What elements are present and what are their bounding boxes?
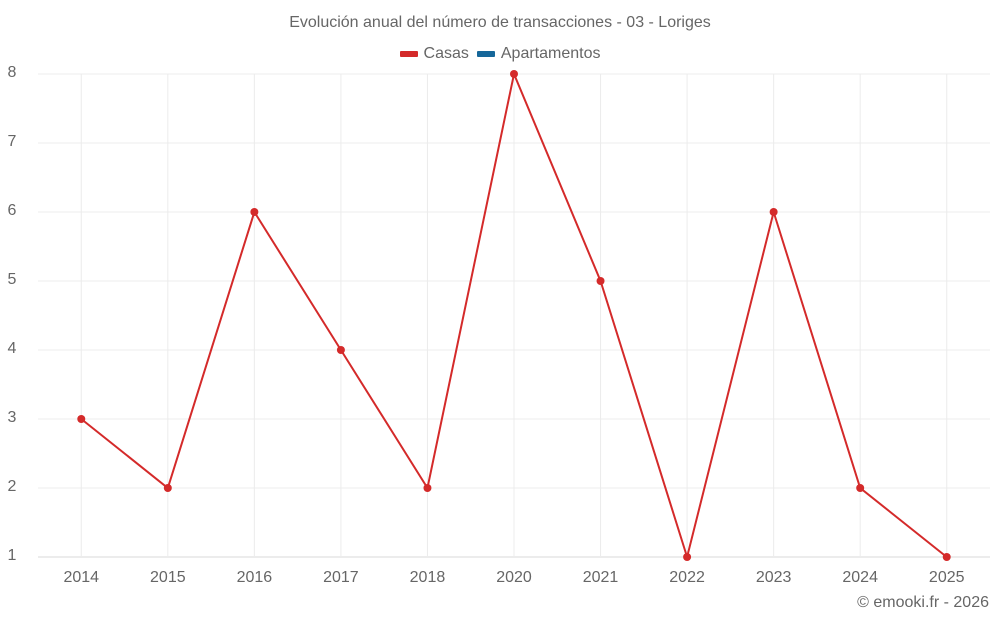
x-tick-label: 2023	[755, 569, 792, 586]
y-tick-label: 3	[7, 409, 17, 426]
y-tick-label: 2	[7, 478, 17, 495]
data-point[interactable]	[769, 208, 778, 216]
data-point[interactable]	[336, 346, 345, 354]
legend: Casas Apartamentos	[0, 45, 1000, 63]
x-tick-label: 2025	[928, 569, 965, 586]
legend-item-casas[interactable]: Casas	[399, 45, 469, 63]
x-tick-label: 2024	[842, 569, 878, 586]
x-tick-label: 2021	[582, 569, 619, 586]
data-point[interactable]	[510, 70, 518, 78]
y-tick-label: 8	[7, 64, 17, 81]
legend-label-casas: Casas	[423, 45, 469, 62]
legend-label-apartamentos: Apartamentos	[500, 45, 601, 62]
y-tick-label: 4	[7, 340, 17, 357]
data-point[interactable]	[942, 553, 951, 561]
y-tick-label: 5	[7, 271, 17, 288]
x-tick-label: 2020	[496, 569, 532, 586]
data-point[interactable]	[423, 484, 432, 492]
legend-swatch-apartamentos	[476, 51, 495, 57]
data-point[interactable]	[77, 415, 86, 423]
y-tick-label: 6	[7, 202, 17, 219]
credits[interactable]: © emooki.fr - 2026	[857, 594, 989, 611]
x-tick-label: 2015	[150, 569, 186, 586]
legend-item-apartamentos[interactable]: Apartamentos	[476, 45, 601, 63]
data-point[interactable]	[250, 208, 259, 216]
data-point[interactable]	[856, 484, 865, 492]
x-tick-label: 2016	[236, 569, 273, 586]
legend-swatch-casas	[399, 51, 418, 57]
x-tick-label: 2018	[409, 569, 446, 586]
y-tick-label: 1	[7, 547, 17, 564]
chart-title: Evolución anual del número de transaccio…	[289, 14, 711, 31]
data-point[interactable]	[163, 484, 172, 492]
x-tick-label: 2022	[669, 569, 705, 586]
y-tick-label: 7	[7, 133, 17, 150]
x-tick-label: 2017	[323, 569, 359, 586]
data-point[interactable]	[596, 277, 605, 285]
x-tick-label: 2014	[63, 569, 100, 586]
data-point[interactable]	[683, 553, 692, 561]
